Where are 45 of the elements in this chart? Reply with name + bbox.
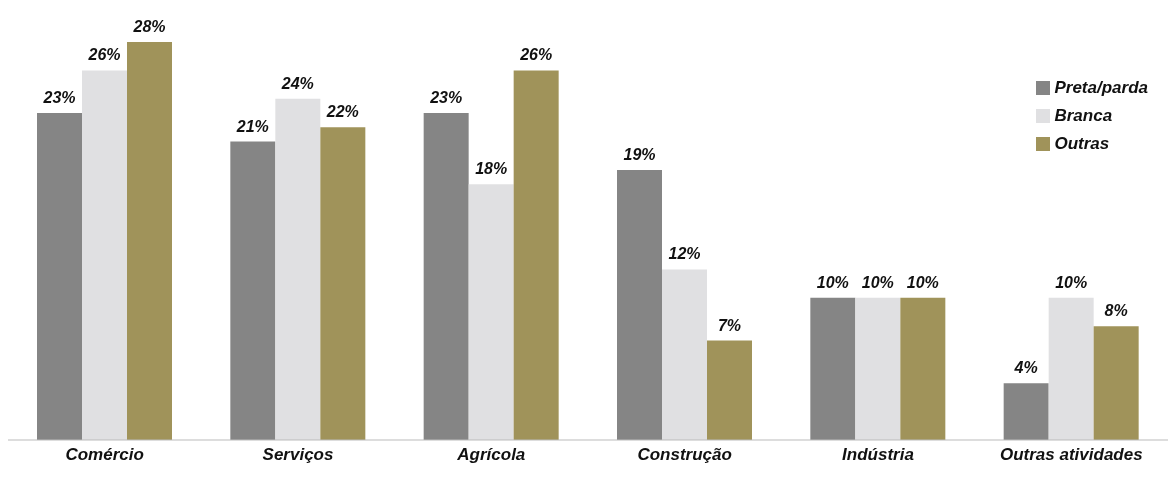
bar: [900, 297, 946, 440]
bar: [1093, 326, 1139, 440]
x-tick-label: Construção: [637, 445, 732, 465]
data-label: 22%: [325, 103, 359, 121]
x-tick-label: Outras atividades: [1000, 445, 1143, 465]
data-label: 18%: [475, 160, 508, 178]
x-tick-label: Indústria: [842, 445, 914, 465]
bar: [230, 141, 276, 440]
data-label: 24%: [280, 74, 314, 92]
legend-label: Branca: [1054, 106, 1113, 126]
data-label: 23%: [429, 89, 463, 107]
bar: [617, 169, 662, 440]
x-tick-label: Serviços: [262, 445, 334, 465]
data-label: 10%: [906, 273, 939, 291]
data-label: 26%: [87, 46, 121, 64]
bar: [1003, 383, 1049, 440]
data-label: 23%: [42, 89, 76, 107]
data-label: 8%: [1104, 302, 1128, 320]
data-label: 12%: [668, 245, 701, 263]
data-label: 21%: [235, 117, 269, 135]
x-tick-label: Comércio: [65, 445, 144, 465]
data-label: 10%: [816, 273, 849, 291]
data-label: 19%: [623, 145, 656, 163]
bar: [468, 184, 514, 440]
bar: [513, 70, 559, 440]
data-label: 28%: [132, 18, 166, 35]
legend-label: Preta/parda: [1054, 78, 1148, 98]
bar: [423, 113, 469, 440]
data-label: 10%: [1055, 273, 1088, 291]
legend-label: Outras: [1054, 134, 1110, 154]
x-tick-label: Agrícola: [456, 445, 526, 465]
bar: [127, 42, 172, 440]
bar: [707, 340, 752, 440]
bar: [320, 127, 366, 440]
bar: [82, 70, 127, 440]
bar: [810, 297, 856, 440]
data-label: 10%: [861, 273, 894, 291]
data-label: 26%: [519, 46, 553, 64]
bar: [37, 113, 82, 440]
bar: [1048, 297, 1094, 440]
data-label: 7%: [717, 316, 742, 334]
data-label: 4%: [1013, 359, 1038, 377]
bar: [855, 297, 901, 440]
bar: [275, 98, 321, 440]
bar: [662, 269, 707, 440]
